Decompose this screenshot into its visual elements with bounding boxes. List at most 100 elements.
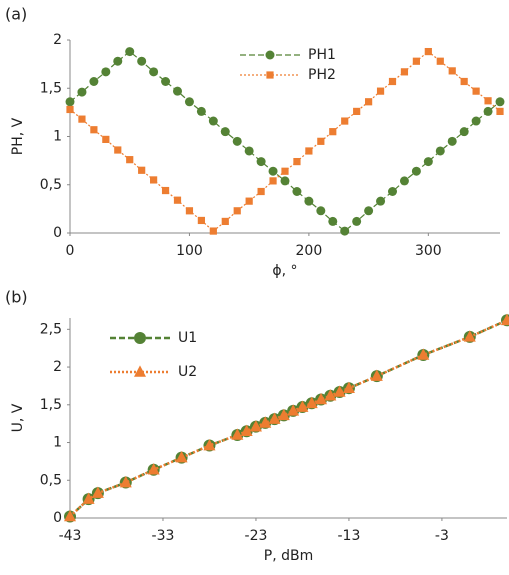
data-point [196, 106, 206, 116]
legend-marker [266, 71, 274, 79]
data-point [459, 127, 469, 137]
data-point [220, 127, 230, 137]
data-point [114, 146, 122, 154]
data-point [484, 97, 492, 105]
y-tick-label: 1 [53, 435, 62, 451]
data-point [471, 116, 481, 126]
data-point [147, 463, 160, 475]
data-point [257, 187, 265, 196]
data-point [208, 116, 218, 126]
y-axis-label: PH, V [10, 117, 26, 155]
data-point [495, 97, 505, 107]
data-point [463, 330, 476, 342]
data-point [173, 86, 182, 96]
data-point [240, 424, 253, 437]
data-point [185, 207, 194, 215]
data-point [119, 475, 132, 488]
data-point [161, 76, 171, 86]
data-point [296, 400, 309, 412]
data-point [137, 56, 147, 66]
data-point [259, 416, 272, 428]
data-point [293, 157, 301, 166]
data-point [184, 97, 194, 107]
data-point [233, 207, 241, 215]
data-point [304, 196, 314, 206]
y-tick-label: 2 [53, 32, 62, 48]
legend-marker [265, 50, 275, 60]
data-point [126, 156, 134, 164]
x-tick-label: -13 [337, 528, 360, 544]
y-tick-label: 1 [53, 129, 62, 145]
data-point [78, 115, 86, 123]
panel-label: (a) [5, 5, 27, 24]
series-line [69, 50, 501, 232]
data-point [324, 389, 337, 401]
data-point [460, 77, 468, 86]
legend-label: U1 [178, 330, 197, 346]
x-tick-label: 100 [176, 243, 203, 259]
data-point [150, 176, 158, 184]
data-point [423, 157, 433, 167]
y-tick-label: 0 [53, 225, 62, 241]
x-axis-label: P, dBm [264, 548, 313, 564]
data-point [501, 313, 509, 326]
data-point [138, 166, 146, 174]
data-point [400, 68, 409, 76]
data-point [209, 227, 217, 235]
data-point [175, 451, 188, 463]
data-point [161, 186, 170, 195]
data-point [447, 136, 457, 146]
data-point [399, 176, 409, 186]
data-point [82, 492, 95, 504]
data-point [268, 166, 278, 176]
data-point [232, 136, 242, 146]
data-point [364, 206, 374, 216]
legend-marker [134, 365, 146, 377]
x-tick-label: 200 [296, 243, 323, 259]
data-point [203, 438, 216, 451]
data-point [436, 57, 444, 65]
panel-label: (b) [5, 288, 28, 307]
data-point [231, 428, 244, 440]
data-point [340, 226, 350, 236]
x-tick-label: 300 [415, 243, 442, 259]
series-line [69, 50, 501, 232]
legend-label: U2 [178, 364, 197, 380]
x-tick-label: -43 [59, 528, 82, 544]
data-point [388, 77, 397, 86]
data-point [370, 369, 383, 381]
data-point [435, 146, 445, 156]
data-point [277, 408, 290, 421]
data-point [472, 87, 480, 95]
data-point [365, 98, 373, 106]
data-point [221, 217, 229, 226]
data-point [352, 216, 362, 226]
data-point [315, 392, 328, 405]
data-point [483, 106, 493, 116]
data-point [328, 216, 338, 226]
data-point [376, 196, 386, 206]
data-point [64, 509, 76, 522]
data-point [329, 128, 337, 136]
data-point [353, 107, 361, 116]
data-point [149, 67, 159, 77]
data-point [197, 216, 205, 225]
data-point [89, 76, 99, 86]
data-point [256, 157, 266, 167]
y-tick-label: 1,5 [40, 80, 62, 96]
data-point [448, 67, 456, 75]
data-point [333, 385, 346, 397]
data-point [268, 412, 281, 424]
data-point [244, 146, 254, 156]
y-tick-label: 0 [53, 510, 62, 526]
data-point [249, 420, 262, 432]
x-axis-label: ϕ, ° [272, 263, 297, 279]
data-point [305, 147, 313, 155]
y-tick-label: 2 [53, 359, 62, 375]
data-point [388, 187, 397, 197]
y-tick-label: 0,5 [40, 472, 62, 488]
data-point [287, 404, 300, 416]
legend-label: PH1 [308, 47, 336, 63]
data-point [77, 87, 87, 97]
data-point [65, 97, 75, 107]
